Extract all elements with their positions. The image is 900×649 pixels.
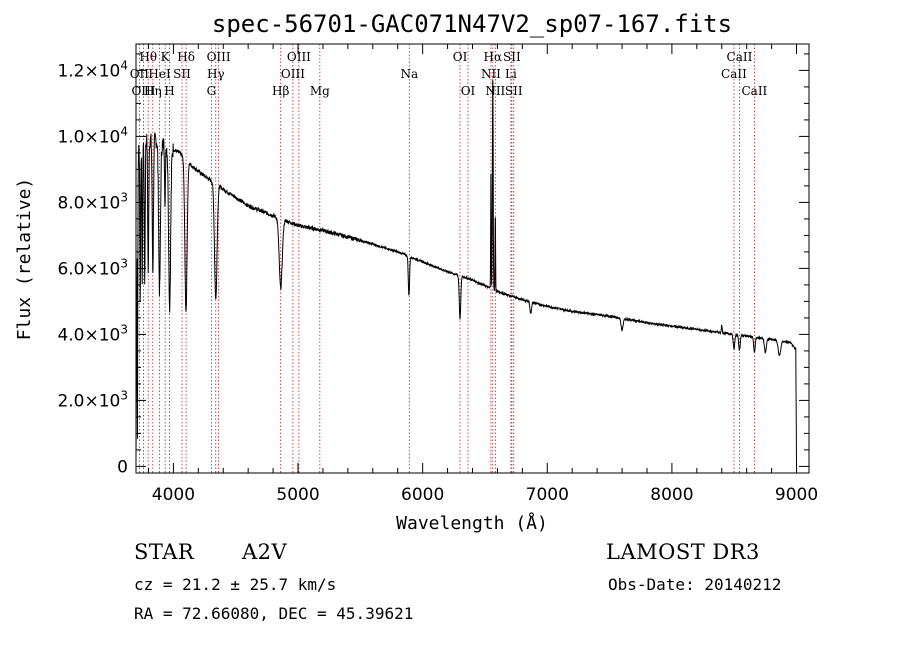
- x-tick-label-4000: 4000: [152, 485, 195, 505]
- object-subclass: A2V: [242, 540, 288, 564]
- y-tick-label-10000: 1.0×104: [57, 124, 128, 147]
- survey-name: LAMOST DR3: [606, 540, 760, 564]
- spectral-line-markers: [138, 44, 755, 473]
- line-label-20: H: [164, 84, 174, 98]
- object-class: STAR: [134, 540, 195, 564]
- line-label-8: CaII: [727, 50, 753, 64]
- line-label-23: Mg: [310, 84, 330, 98]
- y-tick-label-2000: 2.0×103: [57, 388, 128, 411]
- line-label-27: CaII: [741, 84, 767, 98]
- y-tick-label-6000: 6.0×103: [57, 256, 128, 279]
- line-label-13: OIII: [281, 67, 305, 81]
- line-label-10: HeI: [148, 67, 171, 81]
- line-label-17: CaII: [721, 67, 747, 81]
- ra-dec-coordinates: RA = 72.66080, DEC = 45.39621: [134, 604, 414, 623]
- line-label-12: Hγ: [207, 67, 225, 81]
- observation-date: Obs-Date: 20140212: [608, 575, 782, 594]
- x-tick-label-5000: 5000: [276, 485, 319, 505]
- line-label-6: Hα: [484, 50, 503, 64]
- line-label-18: OIII: [131, 84, 155, 98]
- x-tick-label-8000: 8000: [650, 485, 693, 505]
- line-label-2: Hδ: [177, 50, 195, 64]
- x-tick-label-9000: 9000: [775, 485, 818, 505]
- line-label-1: K: [161, 50, 171, 64]
- line-label-19: Hη: [144, 84, 162, 98]
- y-tick-label-8000: 8.0×103: [57, 190, 128, 213]
- line-label-4: OIII: [287, 50, 311, 64]
- plot-frame: [135, 43, 810, 474]
- y-axis-label: Flux (relative): [14, 178, 35, 341]
- line-label-21: G: [207, 84, 217, 98]
- y-tick-label-12000: 1.2×104: [57, 58, 128, 81]
- x-axis-ticks: 4000 5000 6000 7000 8000 9000: [147, 44, 818, 505]
- x-axis-label: Wavelength (Å): [396, 512, 548, 534]
- line-label-24: OI: [461, 84, 476, 98]
- line-label-7: SII: [503, 50, 521, 64]
- line-label-22: Hβ: [272, 84, 289, 98]
- chart-title: spec-56701-GAC071N47V2_sp07-167.fits: [212, 10, 732, 38]
- y-tick-label-4000: 4.0×103: [57, 322, 128, 345]
- line-label-5: OI: [453, 50, 468, 64]
- y-tick-label-0: 0: [117, 457, 128, 477]
- line-label-3: OIII: [207, 50, 231, 64]
- redshift-velocity: cz = 21.2 ± 25.7 km/s: [134, 575, 337, 594]
- spectrum-trace: [135, 80, 797, 467]
- line-label-15: NII: [481, 67, 501, 81]
- line-label-0: Hθ: [139, 50, 157, 64]
- x-tick-label-7000: 7000: [526, 485, 569, 505]
- line-label-25: NII: [485, 84, 505, 98]
- line-label-14: Na: [400, 67, 418, 81]
- line-label-26: SII: [505, 84, 523, 98]
- line-label-9: OII: [130, 67, 150, 81]
- line-label-11: SII: [173, 67, 191, 81]
- y-axis-ticks: 0 2.0×103 4.0×103 6.0×103 8.0×103 1.0×104 1.2×…: [57, 53, 809, 477]
- line-label-16: Li: [505, 67, 517, 81]
- x-tick-label-6000: 6000: [401, 485, 444, 505]
